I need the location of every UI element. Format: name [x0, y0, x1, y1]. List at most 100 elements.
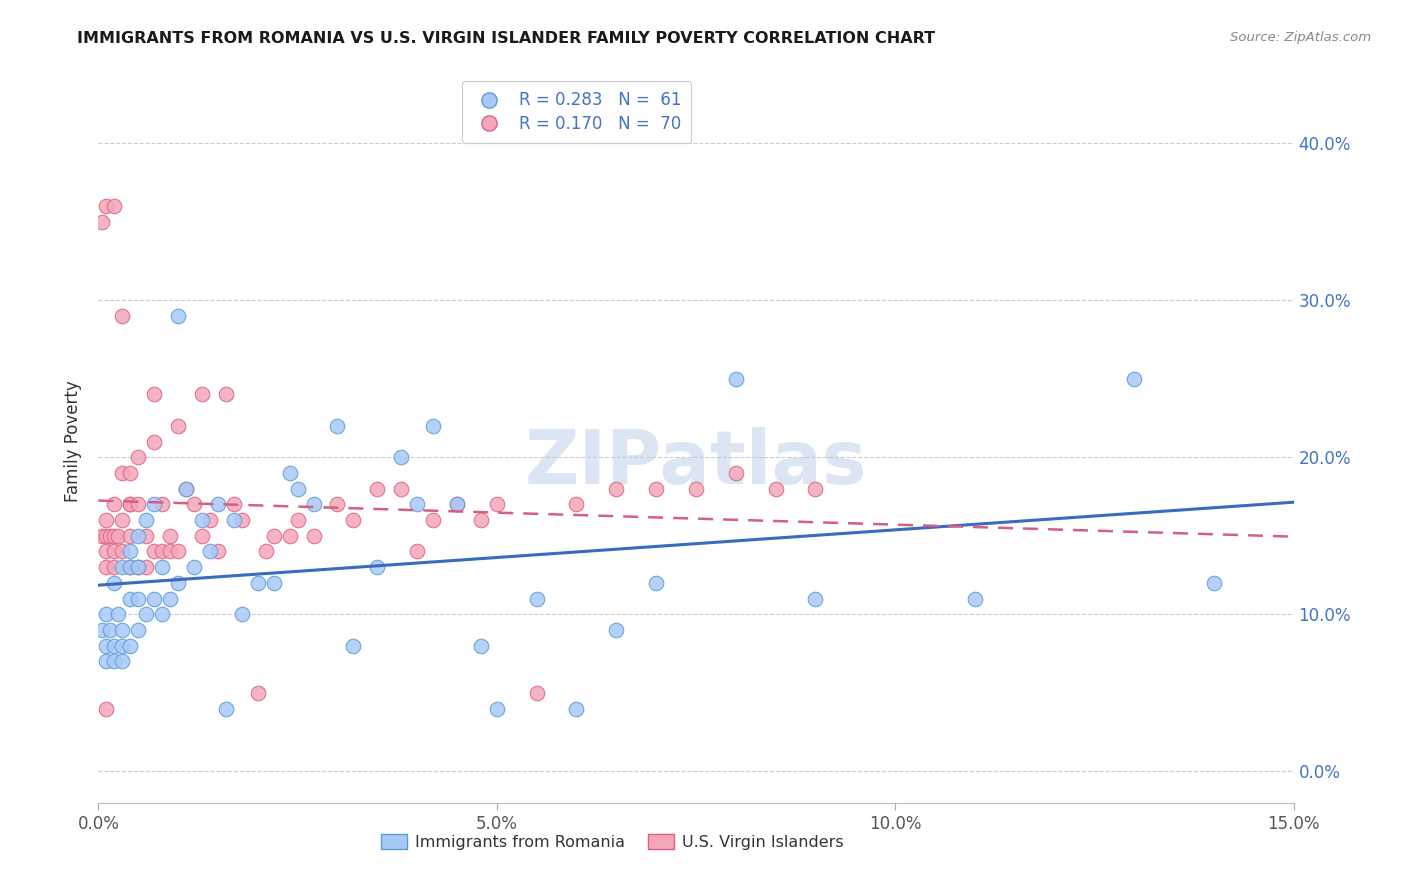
Point [215, 387, 238, 401]
Point [366, 560, 388, 574]
Point [287, 513, 309, 527]
Point [765, 482, 787, 496]
Point [98, 623, 122, 637]
Point [120, 497, 142, 511]
Point [150, 497, 173, 511]
Point [287, 482, 309, 496]
Point [91, 529, 114, 543]
Point [804, 591, 827, 606]
Point [103, 497, 125, 511]
Point [605, 482, 627, 496]
Point [103, 529, 125, 543]
Point [127, 560, 149, 574]
Point [127, 560, 149, 574]
Point [111, 466, 134, 480]
Point [135, 560, 157, 574]
Point [231, 607, 253, 622]
Text: IMMIGRANTS FROM ROMANIA VS U.S. VIRGIN ISLANDER FAMILY POVERTY CORRELATION CHART: IMMIGRANTS FROM ROMANIA VS U.S. VIRGIN I… [77, 31, 935, 46]
Point [470, 513, 492, 527]
Point [159, 591, 181, 606]
Point [342, 639, 364, 653]
Point [143, 434, 166, 449]
Point [96, 560, 118, 574]
Point [174, 482, 197, 496]
Point [96, 701, 118, 715]
Point [135, 529, 157, 543]
Point [278, 529, 301, 543]
Point [96, 655, 118, 669]
Point [565, 701, 588, 715]
Point [389, 450, 412, 465]
Point [246, 575, 269, 590]
Point [215, 701, 238, 715]
Legend: Immigrants from Romania, U.S. Virgin Islanders: Immigrants from Romania, U.S. Virgin Isl… [374, 828, 851, 856]
Point [804, 482, 827, 496]
Point [103, 639, 125, 653]
Point [222, 497, 245, 511]
Point [91, 214, 114, 228]
Point [135, 513, 157, 527]
Point [246, 686, 269, 700]
Point [96, 607, 118, 622]
Point [254, 544, 277, 558]
Point [485, 701, 508, 715]
Point [111, 623, 134, 637]
Point [526, 591, 548, 606]
Point [231, 513, 253, 527]
Point [111, 544, 134, 558]
Point [302, 497, 325, 511]
Point [111, 513, 134, 527]
Point [724, 372, 747, 386]
Point [103, 560, 125, 574]
Point [96, 544, 118, 558]
Point [111, 639, 134, 653]
Point [167, 418, 190, 433]
Point [167, 544, 190, 558]
Point [143, 544, 166, 558]
Point [422, 418, 444, 433]
Point [422, 513, 444, 527]
Point [127, 623, 149, 637]
Point [120, 466, 142, 480]
Point [127, 591, 149, 606]
Point [120, 529, 142, 543]
Point [724, 466, 747, 480]
Point [143, 387, 166, 401]
Point [107, 529, 129, 543]
Point [111, 309, 134, 323]
Point [120, 560, 142, 574]
Point [111, 655, 134, 669]
Point [207, 497, 229, 511]
Point [605, 623, 627, 637]
Point [120, 639, 142, 653]
Point [446, 497, 468, 511]
Point [278, 466, 301, 480]
Point [183, 560, 205, 574]
Point [127, 529, 149, 543]
Text: Source: ZipAtlas.com: Source: ZipAtlas.com [1230, 31, 1371, 45]
Point [98, 529, 122, 543]
Point [159, 529, 181, 543]
Point [207, 544, 229, 558]
Point [263, 575, 285, 590]
Point [302, 529, 325, 543]
Point [167, 309, 190, 323]
Point [366, 482, 388, 496]
Point [963, 591, 986, 606]
Point [159, 544, 181, 558]
Point [127, 497, 149, 511]
Point [645, 575, 668, 590]
Point [342, 513, 364, 527]
Point [103, 199, 125, 213]
Point [263, 529, 285, 543]
Point [191, 387, 214, 401]
Point [103, 575, 125, 590]
Point [446, 497, 468, 511]
Point [127, 450, 149, 465]
Point [174, 482, 197, 496]
Point [143, 591, 166, 606]
Y-axis label: Family Poverty: Family Poverty [65, 381, 83, 502]
Point [91, 623, 114, 637]
Point [470, 639, 492, 653]
Point [96, 529, 118, 543]
